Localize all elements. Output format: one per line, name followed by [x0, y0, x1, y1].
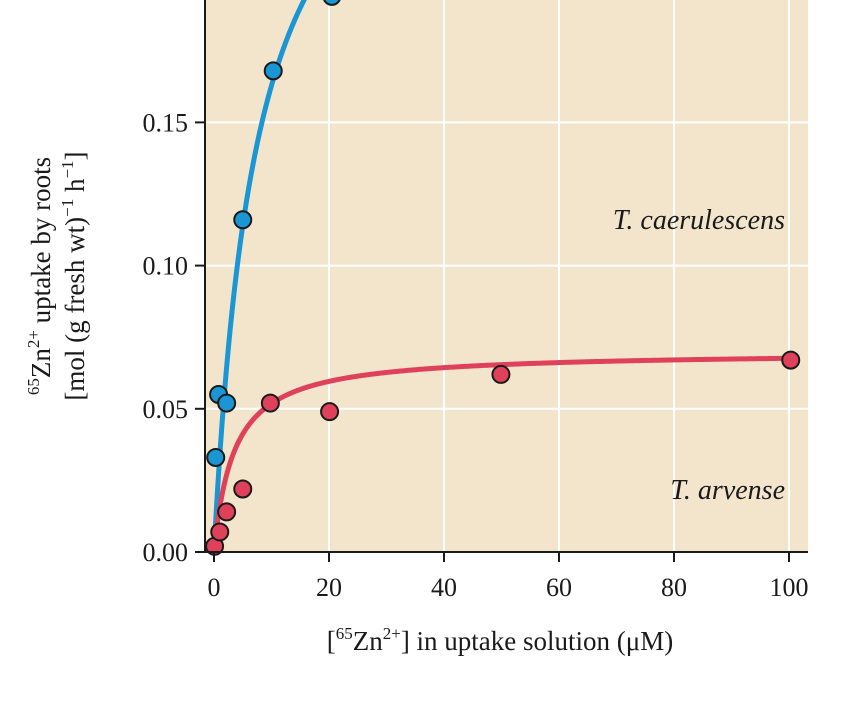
y-tick-label: 0.05 — [143, 395, 189, 424]
x-tick-label: 20 — [316, 573, 342, 602]
y-axis-title-line1: 65Zn2+ uptake by roots — [24, 157, 56, 395]
fit-curves — [211, 0, 792, 555]
fit-curve-caerulescens — [211, 0, 307, 555]
fit-curve-arvense — [211, 355, 792, 555]
data-point — [233, 210, 253, 230]
x-tick-label: 100 — [770, 573, 809, 602]
data-point — [210, 522, 230, 542]
y-tick-label: 0.15 — [143, 108, 189, 137]
x-axis-title: [65Zn2+] in uptake solution (μM) — [327, 624, 674, 656]
data-points — [205, 0, 801, 556]
x-tick-label: 0 — [208, 573, 221, 602]
grid-lines — [205, 0, 808, 552]
y-tick-label: 0.10 — [143, 252, 189, 281]
data-point — [323, 0, 341, 6]
data-point — [491, 364, 511, 384]
series-label-caerulescens: T. caerulescens — [613, 205, 785, 236]
data-point — [233, 479, 253, 499]
plot-background — [205, 0, 808, 552]
data-point — [263, 61, 283, 81]
y-tick-marks: 0.000.050.100.150.200.250.300.35 — [143, 108, 205, 567]
series-label-arvense: T. arvense — [670, 475, 785, 506]
data-point — [206, 447, 226, 467]
series-labels: T. caerulescens T. arvense — [613, 205, 785, 506]
data-point — [260, 393, 280, 413]
data-point — [781, 350, 801, 370]
x-tick-marks: 0 20 40 60 80 100 — [208, 552, 809, 602]
x-tick-label: 60 — [546, 573, 572, 602]
data-point — [320, 402, 340, 422]
data-point — [217, 502, 237, 522]
x-tick-label: 80 — [661, 573, 687, 602]
data-point — [217, 393, 237, 413]
y-axis-title-line2: [mol (g fresh wt)−1 h−1] — [58, 151, 90, 400]
y-tick-label: 0.00 — [143, 538, 189, 567]
x-tick-label: 40 — [431, 573, 457, 602]
